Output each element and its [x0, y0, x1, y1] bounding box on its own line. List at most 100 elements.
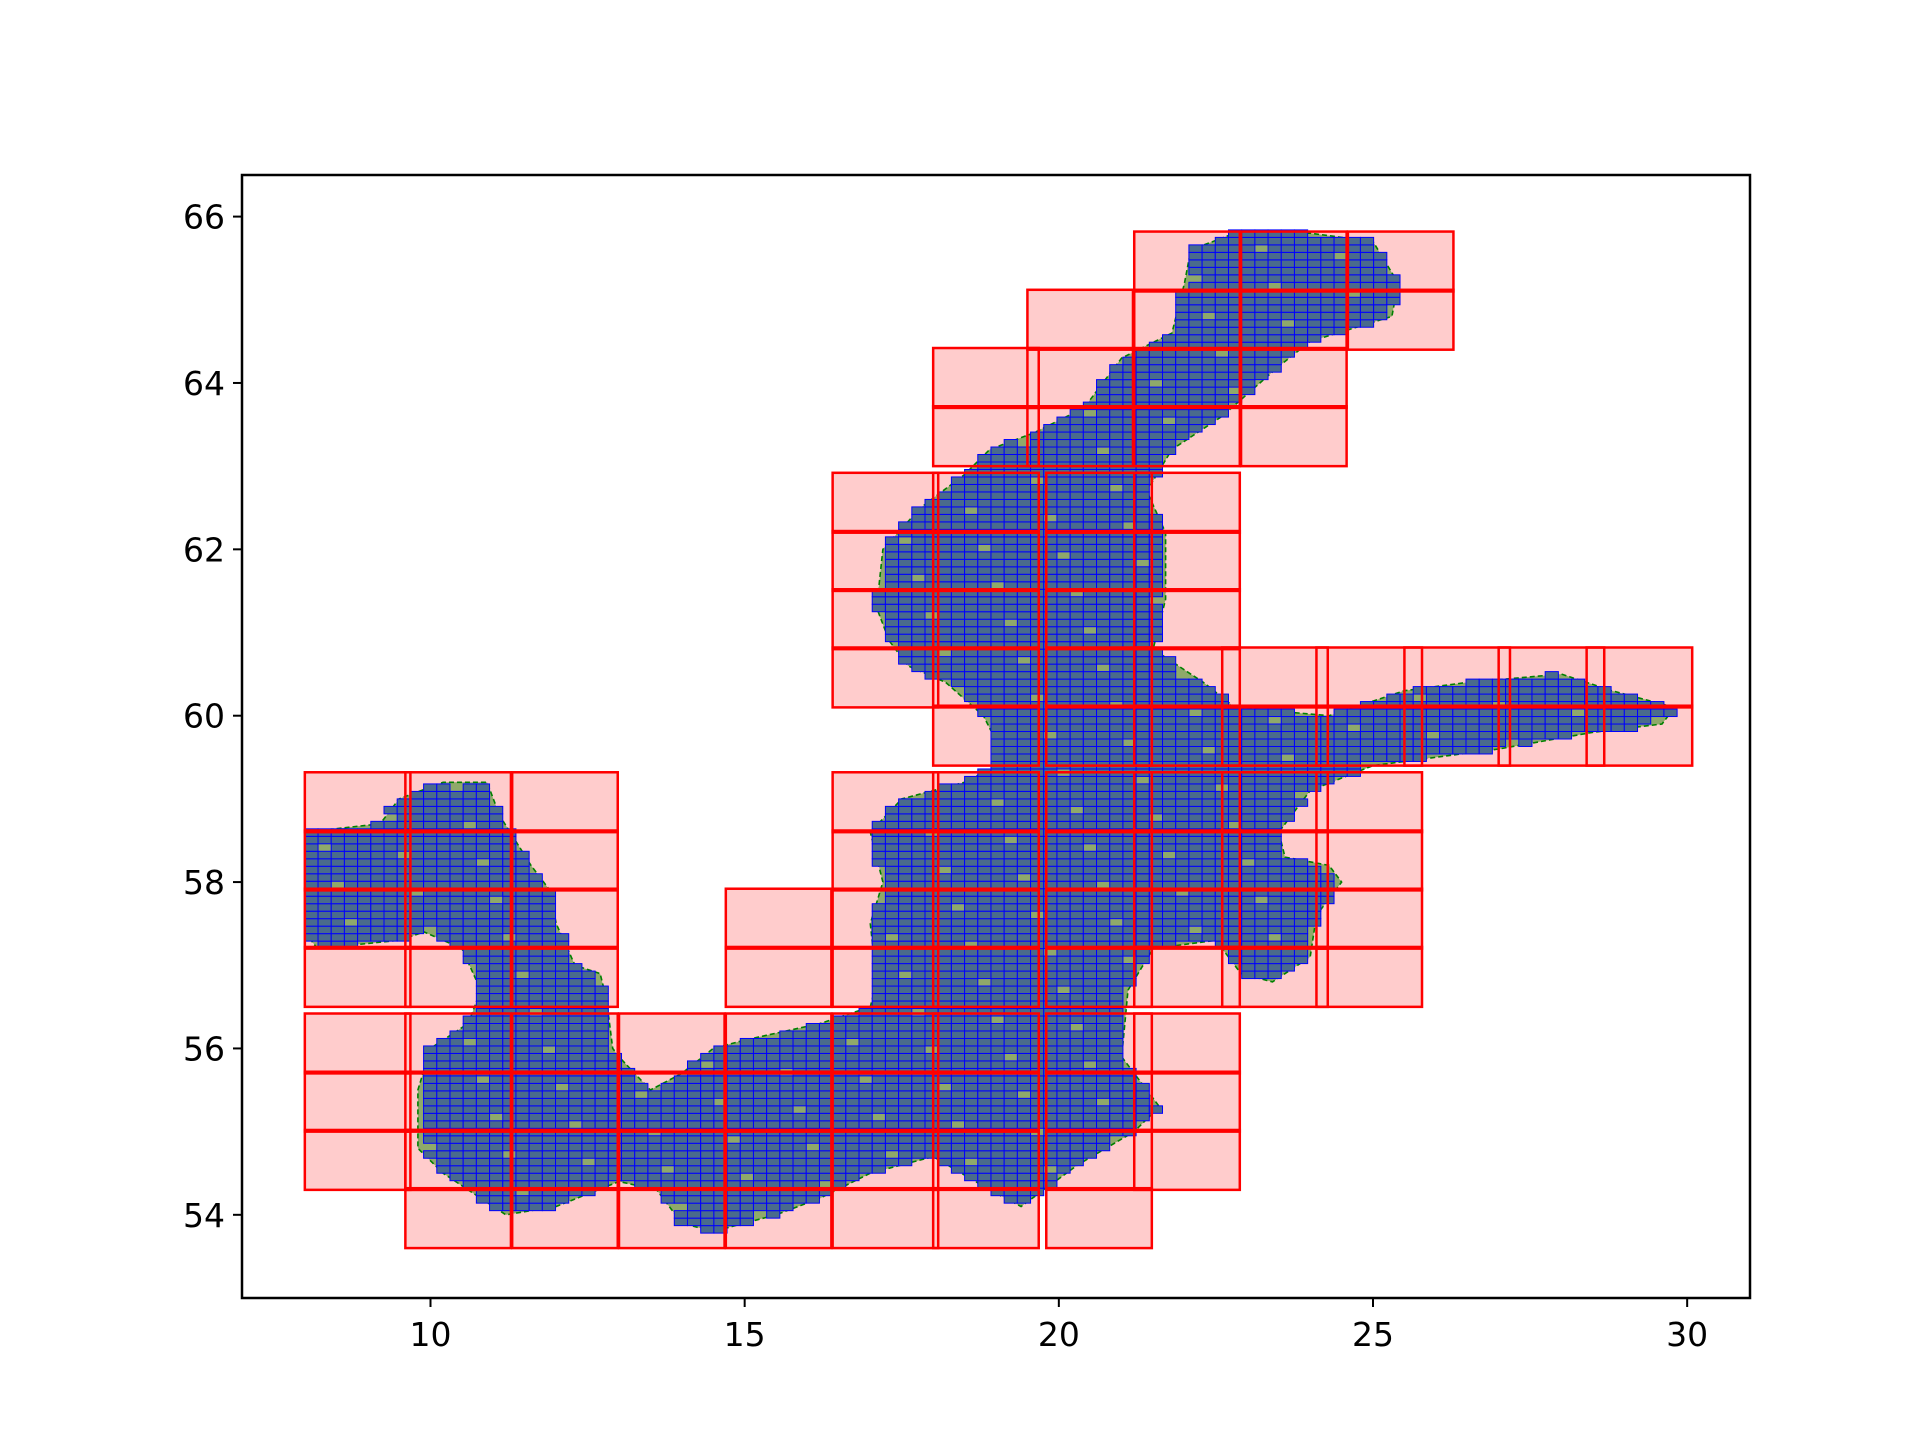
fine-cell — [898, 865, 913, 875]
fine-cell — [330, 933, 345, 942]
fine-cell — [950, 551, 966, 560]
fine-cell — [898, 618, 913, 628]
fine-cell — [1109, 506, 1124, 515]
fine-cell — [911, 1037, 926, 1047]
fine-cell — [1544, 708, 1559, 718]
fine-cell — [383, 903, 398, 912]
fine-cell — [911, 910, 926, 920]
fine-cell — [502, 1045, 517, 1054]
fine-cell — [884, 1157, 900, 1167]
fine-cell — [1030, 805, 1045, 815]
coarse-cell-edge — [724, 887, 833, 950]
fine-cell — [1003, 1135, 1018, 1144]
fine-cell — [990, 633, 1005, 643]
coarse-cell-edge — [1346, 288, 1455, 351]
fine-cell — [1003, 566, 1018, 575]
fine-cell — [1280, 251, 1295, 261]
fine-cell — [1082, 1142, 1098, 1152]
fine-cell — [937, 978, 952, 987]
fine-cell — [1003, 850, 1018, 860]
fine-cell — [1030, 858, 1045, 867]
fine-cell — [832, 1165, 847, 1174]
fine-cell — [555, 1075, 570, 1084]
fine-cell — [1148, 416, 1164, 426]
fine-cell — [1030, 513, 1045, 523]
fine-cell — [990, 716, 1005, 725]
fine-cell — [1307, 775, 1322, 785]
fine-cell — [1254, 753, 1269, 762]
fine-cell — [871, 1105, 886, 1114]
fine-cell — [1069, 498, 1084, 508]
fine-cell — [1082, 1075, 1098, 1084]
fine-cell — [1082, 566, 1098, 575]
fine-cell — [1096, 903, 1111, 912]
coarse-cell — [1134, 1129, 1240, 1190]
fine-cell — [739, 1165, 754, 1174]
fine-cell — [1280, 865, 1295, 875]
fine-cell — [1082, 483, 1098, 493]
fine-cell — [489, 1157, 504, 1167]
fine-cell — [884, 573, 900, 583]
fine-cell — [1254, 925, 1269, 935]
coarse-cell-edge — [510, 1186, 619, 1250]
fine-cell — [1069, 993, 1084, 1002]
fine-cell — [449, 1120, 464, 1129]
fine-cell — [977, 955, 992, 965]
fine-cell — [964, 903, 979, 912]
fine-cell — [1148, 603, 1164, 613]
fine-cell — [475, 978, 491, 987]
fine-cell — [1280, 858, 1295, 867]
fine-cell — [304, 835, 319, 845]
fine-cell — [1175, 326, 1190, 336]
fine-cell — [1082, 1112, 1098, 1122]
fine-cell — [1003, 1172, 1018, 1182]
fine-cell — [1254, 843, 1269, 852]
fine-cell — [1241, 753, 1256, 762]
fine-cell — [832, 1030, 847, 1039]
fine-cell — [1175, 753, 1190, 762]
fine-cell — [1162, 813, 1177, 822]
fine-cell — [752, 1202, 768, 1212]
fine-cell — [1175, 798, 1190, 807]
fine-cell — [924, 978, 939, 987]
fine-cell — [594, 1157, 609, 1167]
fine-cell — [752, 1157, 768, 1167]
fine-cell — [462, 843, 477, 852]
fine-cell — [1148, 356, 1164, 366]
fine-cell — [990, 1112, 1005, 1122]
fine-cell — [449, 910, 464, 920]
fine-cell — [1096, 716, 1111, 725]
fine-cell — [1082, 573, 1098, 583]
fine-cell — [1333, 708, 1348, 718]
fine-cell — [555, 1195, 570, 1204]
fine-cell — [1162, 686, 1177, 695]
fine-cell — [436, 813, 451, 822]
fine-cell — [779, 1060, 794, 1069]
x-axis: 10 15 20 25 30 — [410, 1298, 1708, 1354]
y-tick-label: 60 — [183, 697, 225, 736]
fine-cell — [1109, 738, 1124, 747]
fine-cell — [621, 1112, 636, 1122]
fine-cell — [1518, 723, 1533, 733]
fine-cell — [977, 1172, 992, 1182]
fine-cell — [832, 1075, 847, 1084]
coarse-cell-edge — [724, 1186, 833, 1250]
fine-cell — [555, 985, 570, 995]
coarse-cell-edge — [931, 405, 1040, 468]
fine-cell — [990, 454, 1005, 463]
fine-cell — [792, 1157, 807, 1167]
fine-cell — [1096, 1075, 1111, 1084]
fine-cell — [1003, 783, 1018, 792]
fine-cell — [475, 1172, 491, 1182]
fine-cell — [462, 1097, 477, 1107]
fine-cell — [568, 1090, 583, 1099]
fine-cell — [1109, 446, 1124, 456]
fine-cell — [409, 805, 425, 815]
fine-cell — [1201, 319, 1216, 328]
fine-cell — [1333, 753, 1348, 762]
fine-cell — [964, 686, 979, 695]
fine-cell — [1162, 933, 1177, 942]
fine-cell — [396, 835, 411, 845]
fine-cell — [1241, 364, 1256, 373]
fine-cell — [1056, 1015, 1071, 1024]
